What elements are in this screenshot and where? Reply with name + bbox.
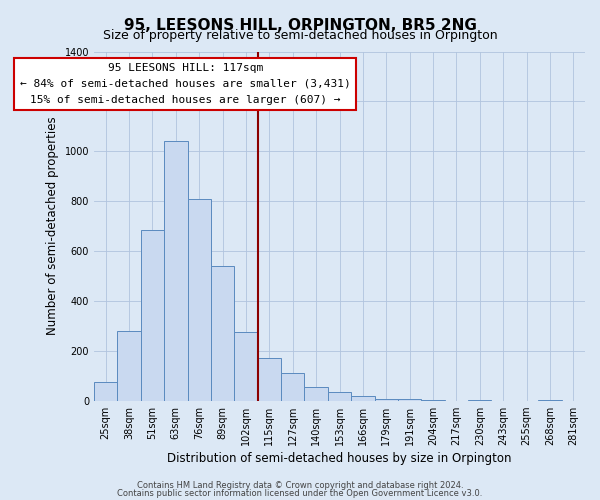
Text: Contains public sector information licensed under the Open Government Licence v3: Contains public sector information licen… [118,489,482,498]
Text: 95, LEESONS HILL, ORPINGTON, BR5 2NG: 95, LEESONS HILL, ORPINGTON, BR5 2NG [124,18,476,32]
Text: Size of property relative to semi-detached houses in Orpington: Size of property relative to semi-detach… [103,29,497,42]
Bar [328,392,351,400]
Bar [211,266,234,400]
X-axis label: Distribution of semi-detached houses by size in Orpington: Distribution of semi-detached houses by … [167,452,512,465]
Bar [188,198,211,400]
Bar [118,331,141,400]
Bar [304,387,328,400]
Y-axis label: Number of semi-detached properties: Number of semi-detached properties [46,117,59,336]
Text: Contains HM Land Registry data © Crown copyright and database right 2024.: Contains HM Land Registry data © Crown c… [137,482,463,490]
Bar [257,358,281,401]
Bar [164,142,188,400]
Bar [234,332,257,400]
Bar [351,396,374,400]
Bar [374,398,398,400]
Bar [141,230,164,400]
Bar [94,382,118,400]
Bar [281,374,304,400]
Text: 95 LEESONS HILL: 117sqm
← 84% of semi-detached houses are smaller (3,431)
15% of: 95 LEESONS HILL: 117sqm ← 84% of semi-de… [20,64,350,104]
